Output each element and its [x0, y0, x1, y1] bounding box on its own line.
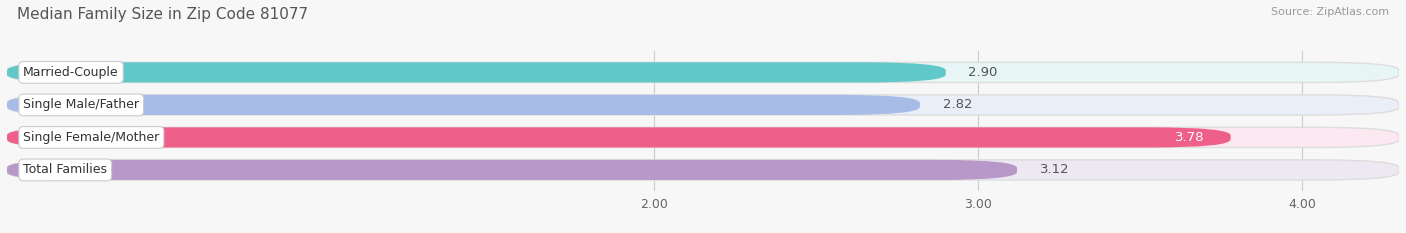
Text: Single Female/Mother: Single Female/Mother — [24, 131, 159, 144]
FancyBboxPatch shape — [7, 62, 946, 82]
Text: Single Male/Father: Single Male/Father — [24, 98, 139, 111]
FancyBboxPatch shape — [7, 62, 1399, 82]
FancyBboxPatch shape — [7, 160, 1017, 180]
Text: 3.78: 3.78 — [1175, 131, 1205, 144]
Text: Married-Couple: Married-Couple — [24, 66, 120, 79]
Text: 2.90: 2.90 — [969, 66, 998, 79]
Text: Source: ZipAtlas.com: Source: ZipAtlas.com — [1271, 7, 1389, 17]
Text: Median Family Size in Zip Code 81077: Median Family Size in Zip Code 81077 — [17, 7, 308, 22]
Text: 2.82: 2.82 — [942, 98, 972, 111]
Text: 3.12: 3.12 — [1039, 163, 1070, 176]
FancyBboxPatch shape — [7, 95, 920, 115]
FancyBboxPatch shape — [7, 95, 1399, 115]
FancyBboxPatch shape — [7, 127, 1399, 147]
FancyBboxPatch shape — [7, 160, 1399, 180]
FancyBboxPatch shape — [7, 127, 1230, 147]
Text: Total Families: Total Families — [24, 163, 107, 176]
